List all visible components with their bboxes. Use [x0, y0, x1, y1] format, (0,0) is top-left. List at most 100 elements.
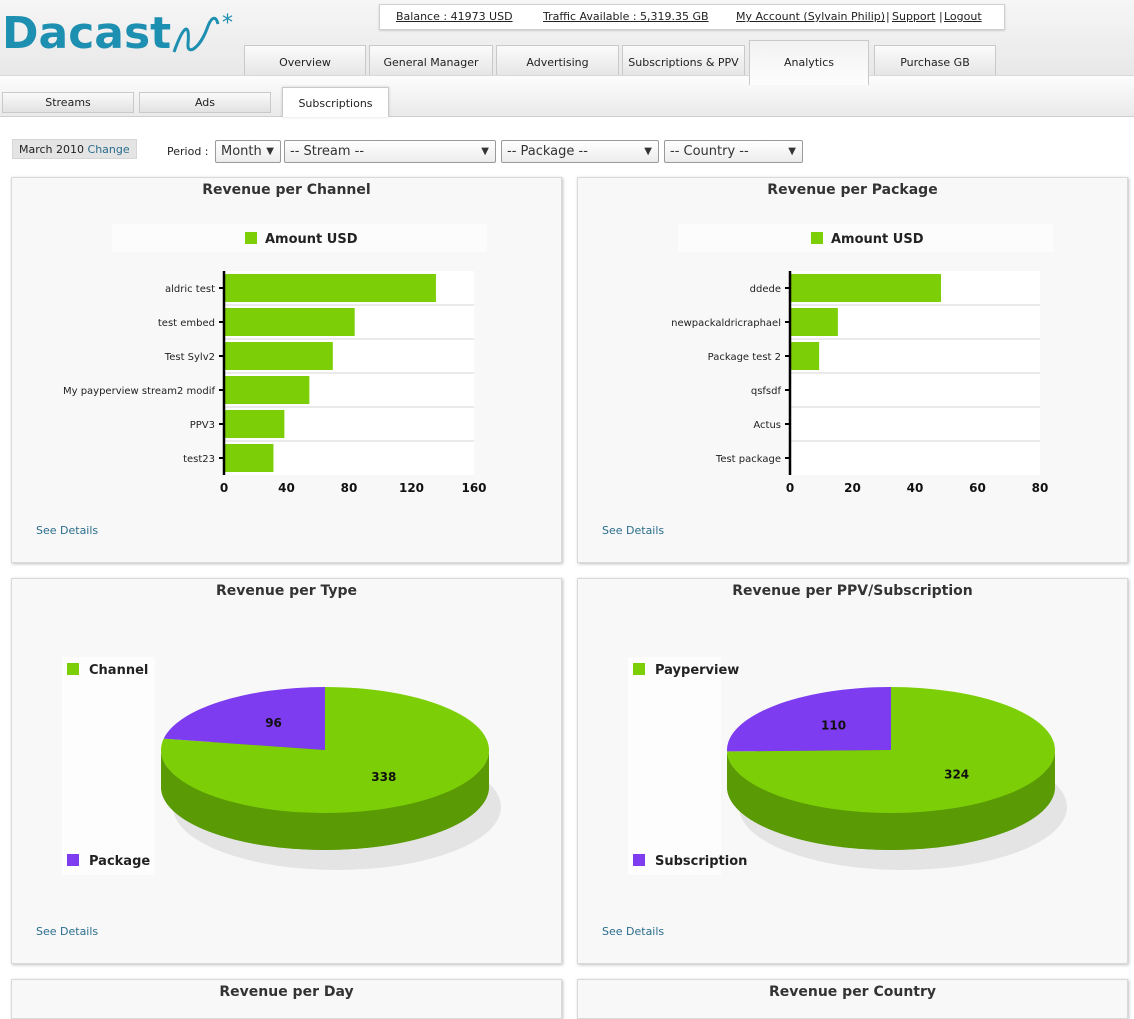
stream-select[interactable]: -- Stream -- ▼ — [284, 140, 496, 163]
my-account-link[interactable]: My Account (Sylvain Philip) — [736, 10, 886, 23]
legend-label: Amount USD — [831, 232, 924, 247]
logout-link[interactable]: Logout — [944, 10, 982, 23]
bar — [225, 342, 333, 370]
legend-swatch — [245, 232, 257, 244]
tab-overview[interactable]: Overview — [244, 45, 366, 75]
legend-box — [112, 224, 487, 252]
tick-label: 80 — [341, 481, 358, 495]
bar — [791, 274, 941, 302]
see-details-link[interactable]: See Details — [36, 925, 99, 938]
tab-purchase-gb[interactable]: Purchase GB — [874, 45, 996, 75]
tab-advertising[interactable]: Advertising — [496, 45, 619, 75]
package-bar-chart: Amount USD ddede newpackaldricraphael Packa… — [671, 224, 1053, 495]
legend-swatch — [633, 663, 645, 675]
subtab-ads[interactable]: Ads — [139, 92, 271, 113]
tick-label: 40 — [907, 481, 924, 495]
bar — [225, 410, 285, 438]
slice-label: 110 — [821, 718, 846, 732]
period-select[interactable]: Month ▼ — [215, 140, 281, 163]
legend-label: Amount USD — [265, 232, 358, 247]
date-selector: March 2010 Change — [12, 139, 137, 159]
bar — [225, 376, 310, 404]
separator: | — [886, 10, 890, 23]
panel-title: Revenue per Day — [219, 984, 354, 1000]
category-label: test embed — [158, 318, 215, 329]
category-label: Package test 2 — [708, 352, 781, 363]
panel-title: Revenue per Country — [768, 984, 937, 1000]
subtab-subscriptions[interactable]: Subscriptions — [282, 87, 389, 117]
bar — [791, 342, 820, 370]
category-label: PPV3 — [190, 420, 215, 431]
subtab-streams[interactable]: Streams — [2, 92, 134, 113]
balance-link[interactable]: Balance : 41973 USD — [396, 10, 513, 23]
traffic-link[interactable]: Traffic Available : 5,319.35 GB — [543, 10, 709, 23]
slice-label: 324 — [944, 768, 969, 782]
chevron-down-icon: ▼ — [481, 146, 489, 157]
tab-general-manager[interactable]: General Manager — [369, 45, 493, 75]
separator: | — [939, 10, 943, 23]
see-details-link[interactable]: See Details — [602, 524, 665, 537]
pie-slice — [163, 687, 325, 750]
account-bar: Balance : 41973 USD Traffic Available : … — [379, 4, 1005, 30]
tab-analytics[interactable]: Analytics — [749, 40, 869, 85]
legend-box — [678, 224, 1053, 252]
panel-title: Revenue per PPV/Subscription — [732, 583, 973, 599]
period-label: Period : — [167, 145, 209, 158]
change-date-link[interactable]: Change — [87, 143, 130, 156]
package-select[interactable]: -- Package -- ▼ — [501, 140, 659, 163]
tick-label: 0 — [786, 481, 794, 495]
slice-label: 338 — [371, 770, 396, 784]
channel-bar-chart: Amount USD aldric test test embed Test Sylv… — [63, 224, 487, 495]
category-label: newpackaldricraphael — [671, 318, 781, 329]
legend-box — [62, 657, 155, 875]
legend-label: Channel — [89, 663, 148, 678]
revenue-per-country-panel: Revenue per Country — [577, 979, 1128, 1019]
brand-name: Dacast — [2, 8, 171, 59]
category-label: Test Sylv2 — [164, 352, 215, 363]
stream-value: -- Stream -- — [290, 144, 365, 159]
legend-label: Payperview — [655, 663, 739, 678]
current-month: March 2010 — [19, 143, 85, 156]
bar — [225, 308, 355, 336]
package-value: -- Package -- — [507, 144, 588, 159]
country-value: -- Country -- — [670, 144, 749, 159]
category-label: aldric test — [165, 284, 215, 295]
chevron-down-icon: ▼ — [788, 146, 796, 157]
tick-label: 0 — [220, 481, 228, 495]
ppv-pie-chart: Payperview Subscription 324 110 — [628, 657, 1067, 875]
tick-label: 160 — [461, 481, 486, 495]
category-label: Actus — [753, 420, 781, 431]
revenue-per-channel-panel: Revenue per Channel Amount USD aldric tes… — [11, 177, 562, 563]
svg-text:*: * — [222, 11, 233, 36]
bar — [791, 308, 838, 336]
category-label: test23 — [183, 454, 215, 465]
legend-swatch — [67, 854, 79, 866]
tick-label: 120 — [399, 481, 424, 495]
app-header: Dacast * Balance : 41973 USD Traffic Ava… — [0, 0, 1134, 117]
chevron-down-icon: ▼ — [644, 146, 652, 157]
panel-title: Revenue per Type — [215, 583, 358, 599]
category-label: My payperview stream2 modif — [63, 386, 216, 397]
country-select[interactable]: -- Country -- ▼ — [664, 140, 803, 163]
category-label: ddede — [750, 284, 781, 295]
chevron-down-icon: ▼ — [266, 146, 274, 157]
dacast-logo[interactable]: Dacast * — [2, 4, 247, 64]
see-details-link[interactable]: See Details — [36, 524, 99, 537]
revenue-per-type-panel: Revenue per Type Channel Package 338 96 See… — [11, 578, 562, 964]
period-value: Month — [221, 144, 262, 159]
legend-label: Subscription — [655, 854, 747, 869]
pie-slice — [727, 687, 891, 752]
pie-slice — [727, 687, 1055, 813]
tick-label: 60 — [969, 481, 986, 495]
revenue-per-ppv-panel: Revenue per PPV/Subscription Payperview S… — [577, 578, 1128, 964]
type-pie-chart: Channel Package 338 96 — [62, 657, 501, 875]
support-link[interactable]: Support — [892, 10, 936, 23]
tick-label: 80 — [1032, 481, 1049, 495]
panel-title: Revenue per Package — [767, 182, 938, 198]
legend-swatch — [811, 232, 823, 244]
tab-subscriptions-ppv[interactable]: Subscriptions & PPV — [622, 45, 745, 75]
category-label: qsfsdf — [751, 386, 782, 397]
revenue-per-day-panel: Revenue per Day — [11, 979, 562, 1019]
revenue-per-package-panel: Revenue per Package Amount USD ddede newpa… — [577, 177, 1128, 563]
see-details-link[interactable]: See Details — [602, 925, 665, 938]
